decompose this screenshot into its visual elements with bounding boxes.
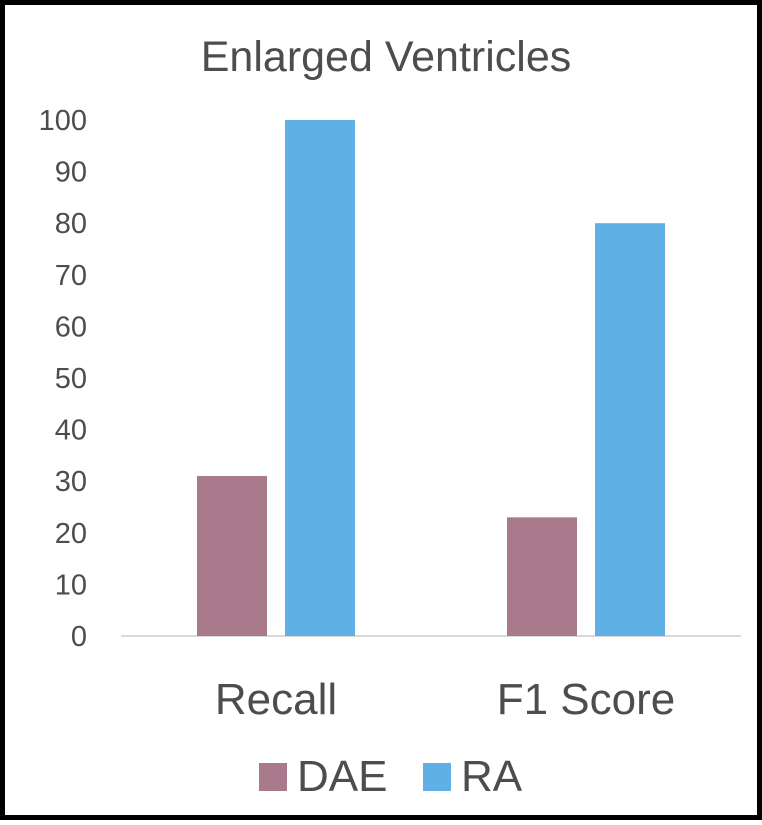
bar-ra-recall bbox=[285, 120, 355, 636]
y-tick-label: 60 bbox=[55, 311, 87, 343]
bar-dae-recall bbox=[197, 476, 267, 636]
y-tick-label: 30 bbox=[55, 466, 87, 498]
bar-dae-f1-score bbox=[507, 517, 577, 636]
y-tick-label: 80 bbox=[55, 208, 87, 240]
y-tick-label: 70 bbox=[55, 260, 87, 292]
legend-label-dae: DAE bbox=[297, 752, 387, 801]
y-tick-label: 50 bbox=[55, 363, 87, 395]
bar-ra-f1-score bbox=[595, 223, 665, 636]
y-tick-label: 40 bbox=[55, 415, 87, 447]
y-tick-label: 20 bbox=[55, 518, 87, 550]
y-tick-label: 90 bbox=[55, 157, 87, 189]
y-tick-label: 0 bbox=[71, 621, 87, 653]
y-axis: 0 10 20 30 40 50 60 70 80 90 100 bbox=[39, 105, 87, 653]
x-tick-label: F1 Score bbox=[497, 675, 676, 724]
legend-label-ra: RA bbox=[461, 752, 523, 801]
y-tick-label: 10 bbox=[55, 569, 87, 601]
chart-title: Enlarged Ventricles bbox=[201, 33, 572, 81]
legend: DAE RA bbox=[259, 752, 523, 801]
legend-swatch-ra bbox=[423, 763, 451, 791]
legend-swatch-dae bbox=[259, 763, 287, 791]
bar-chart: Enlarged Ventricles 0 10 20 30 40 50 60 70 80 90 1… bbox=[39, 33, 741, 801]
y-tick-label: 100 bbox=[39, 105, 87, 137]
x-tick-label: Recall bbox=[215, 675, 337, 724]
x-axis: Recall F1 Score bbox=[215, 675, 675, 724]
bars bbox=[197, 120, 665, 636]
